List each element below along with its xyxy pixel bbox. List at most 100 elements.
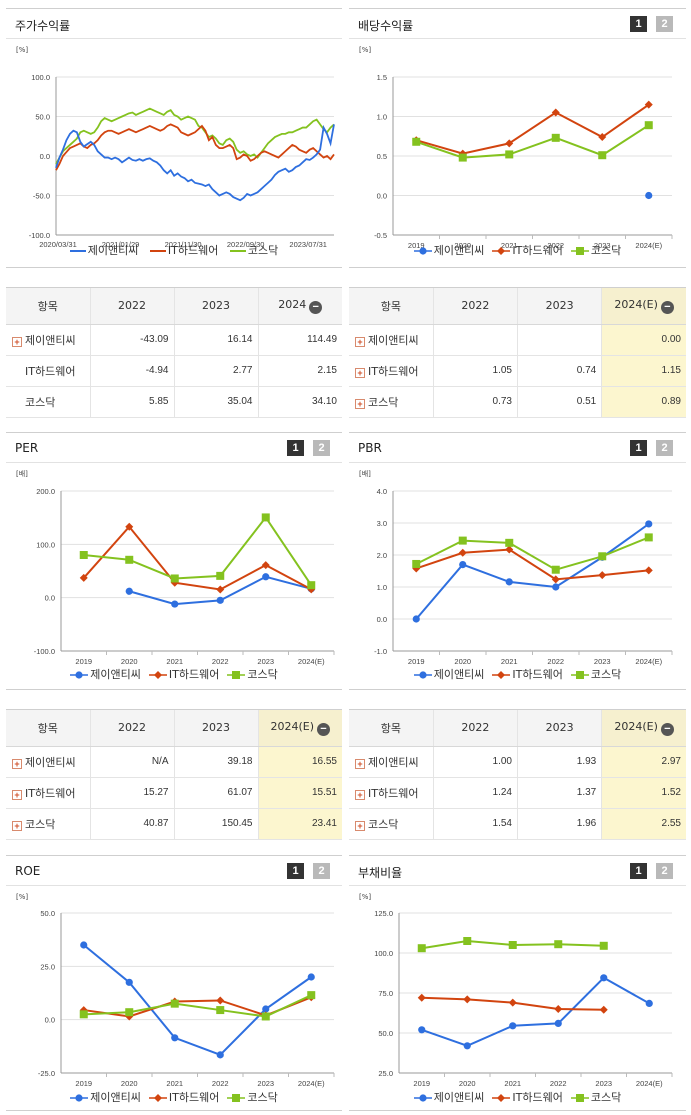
legend-item-c[interactable]: 코스닥 [570, 666, 621, 682]
legend-marker-icon [70, 671, 89, 679]
collapse-minus-icon[interactable]: − [317, 722, 331, 736]
collapse-minus-icon[interactable]: − [660, 300, 674, 314]
column-header: 2022 [90, 710, 175, 747]
legend-item-b[interactable]: IT하드웨어 [148, 1089, 219, 1105]
data-point [552, 583, 560, 591]
expand-plus-icon[interactable]: + [355, 367, 365, 378]
collapse-minus-icon[interactable]: − [660, 722, 674, 736]
legend-item-c[interactable]: 코스닥 [227, 666, 278, 682]
table-row: + 코스닥 0.73 0.51 0.89 [349, 386, 686, 418]
x-tick-label: 2024(E) [298, 657, 325, 666]
collapse-minus-icon[interactable]: − [309, 300, 323, 314]
data-point [125, 978, 133, 986]
legend-item-a[interactable]: 제이앤티씨 [413, 1089, 484, 1105]
data-point [599, 941, 608, 950]
page-2-button[interactable]: 2 [656, 440, 673, 456]
dividend-panel: 배당수익률 1 2 [%] 1.5 1.0 0.5 0.0 -0.5 2019 2020 202… [349, 8, 686, 268]
table-cell: 2.97 [601, 746, 686, 778]
data-point [307, 581, 316, 590]
series-IT하드웨어 [412, 100, 653, 158]
row-label: 코스닥 [6, 386, 91, 418]
series-line [83, 515, 313, 586]
x-tick-label: 2021/11/30 [165, 240, 202, 249]
page-1-button[interactable]: 1 [287, 440, 304, 456]
page-2-button[interactable]: 2 [656, 863, 673, 879]
data-point [412, 615, 420, 623]
legend-marker-icon [413, 671, 432, 679]
page-1-button[interactable]: 1 [630, 16, 647, 32]
expand-plus-icon[interactable]: + [12, 789, 22, 800]
expand-plus-icon[interactable]: + [12, 758, 22, 769]
legend-item-b[interactable]: IT하드웨어 [148, 666, 219, 682]
table-cell: 16.14 [174, 324, 259, 356]
y-tick-label: 100.0 [374, 949, 393, 958]
series-line-코스닥 [55, 107, 335, 165]
data-point [551, 575, 560, 584]
chart-legend: 제이앤티씨 IT하드웨어 코스닥 [349, 242, 686, 258]
column-header[interactable]: 2024(E) − [258, 710, 342, 747]
legend-item-a[interactable]: 제이앤티씨 [413, 666, 484, 682]
legend-item-c[interactable]: 코스닥 [229, 242, 278, 258]
x-tick-label: 2023/07/31 [289, 240, 327, 249]
legend-item-c[interactable]: 코스닥 [570, 1089, 621, 1105]
page-1-button[interactable]: 1 [630, 863, 647, 879]
y-tick-label: 25.0 [378, 1069, 393, 1078]
expand-plus-icon[interactable]: + [12, 336, 22, 347]
legend-item-b[interactable]: IT하드웨어 [149, 242, 218, 258]
x-tick-label: 2019 [75, 657, 92, 666]
legend-item-b[interactable]: IT하드웨어 [492, 666, 563, 682]
expand-plus-icon[interactable]: + [355, 789, 365, 800]
legend-item-a[interactable]: 제이앤티씨 [413, 242, 484, 258]
series-코스닥 [79, 991, 316, 1021]
legend-item-b[interactable]: IT하드웨어 [492, 242, 563, 258]
data-point [216, 596, 224, 604]
table-cell: 0.74 [517, 355, 603, 387]
series-line [421, 976, 650, 1047]
data-point [79, 573, 88, 582]
data-point [216, 1051, 224, 1059]
legend-item-a[interactable]: 제이앤티씨 [70, 666, 141, 682]
table-row: + IT하드웨어 1.24 1.37 1.52 [349, 777, 686, 809]
data-point [459, 561, 467, 569]
expand-plus-icon[interactable]: + [355, 336, 365, 347]
legend-item-a[interactable]: 제이앤티씨 [70, 1089, 141, 1105]
data-point [125, 555, 134, 564]
column-header[interactable]: 2024− [258, 288, 342, 325]
legend-marker-icon [492, 1094, 511, 1102]
table-cell: 16.55 [258, 746, 342, 778]
x-tick-label: 2021 [501, 657, 518, 666]
column-header[interactable]: 2024(E) − [601, 710, 686, 747]
column-header[interactable]: 2024(E) − [601, 288, 686, 325]
table-row: + 제이앤티씨 1.00 1.93 2.97 [349, 746, 686, 778]
page-1-button[interactable]: 1 [287, 863, 304, 879]
series-line [83, 525, 312, 591]
legend-item-a[interactable]: 제이앤티씨 [69, 242, 138, 258]
page-1-button[interactable]: 1 [630, 440, 647, 456]
table-cell: 40.87 [90, 808, 175, 840]
expand-plus-icon[interactable]: + [355, 398, 365, 409]
legend-item-b[interactable]: IT하드웨어 [492, 1089, 563, 1105]
row-label: + IT하드웨어 [349, 355, 434, 387]
expand-plus-icon[interactable]: + [355, 820, 365, 831]
table-cell: -43.09 [90, 324, 175, 356]
per-table: 항목 2022 2023 2024(E) − + 제이앤티씨 N/A 39.18 16.55 + IT… [6, 709, 342, 840]
data-point [80, 941, 88, 949]
panel-title: PER [15, 441, 39, 455]
y-tick-label: 125.0 [374, 909, 393, 918]
expand-plus-icon[interactable]: + [355, 758, 365, 769]
legend-item-c[interactable]: 코스닥 [570, 242, 621, 258]
panel-title: 주가수익률 [15, 19, 71, 33]
page-2-button[interactable]: 2 [313, 863, 330, 879]
page-2-button[interactable]: 2 [313, 440, 330, 456]
pbr-table: 항목 2022 2023 2024(E) − + 제이앤티씨 1.00 1.93 2.97 + IT하… [349, 709, 686, 840]
x-tick-label: 2020 [121, 657, 138, 666]
row-label: + 제이앤티씨 [349, 746, 434, 778]
row-label: + 제이앤티씨 [6, 324, 91, 356]
column-header: 항목 [6, 288, 91, 325]
legend-item-c[interactable]: 코스닥 [227, 1089, 278, 1105]
series-제이앤티씨 [412, 520, 653, 623]
legend-marker-icon [492, 247, 511, 255]
page-2-button[interactable]: 2 [656, 16, 673, 32]
expand-plus-icon[interactable]: + [12, 820, 22, 831]
